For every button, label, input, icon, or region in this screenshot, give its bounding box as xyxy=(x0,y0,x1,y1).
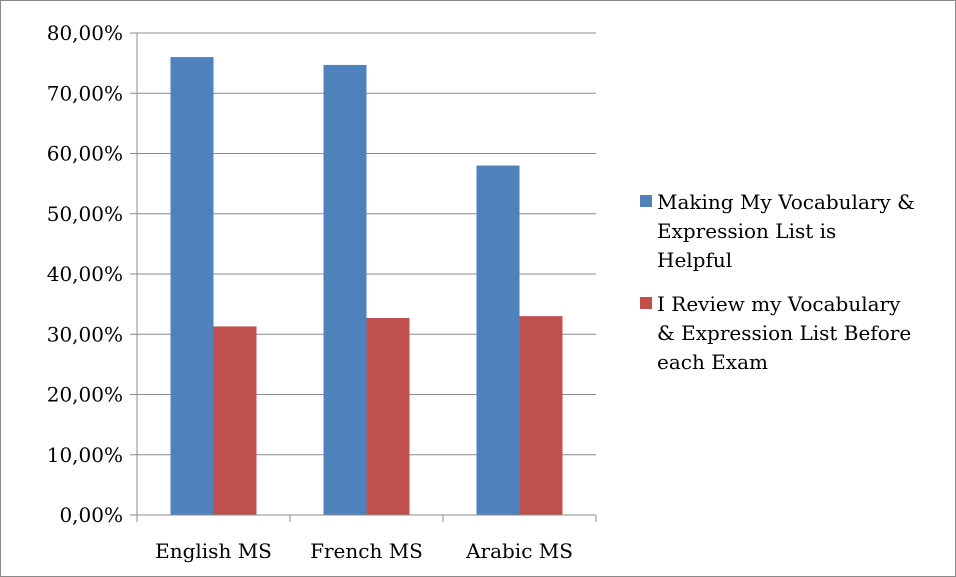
bar xyxy=(170,57,214,515)
bar xyxy=(366,317,410,515)
bars xyxy=(170,57,563,516)
bar xyxy=(519,316,563,515)
legend-label: Helpful xyxy=(657,248,732,272)
x-tick-label: English MS xyxy=(155,539,272,563)
bar xyxy=(323,64,367,516)
x-tick-label: Arabic MS xyxy=(465,539,573,563)
legend-label: each Exam xyxy=(657,350,768,374)
legend-swatch xyxy=(640,297,652,309)
bar xyxy=(476,165,520,516)
legend-label: & Expression List Before xyxy=(657,321,911,345)
y-tick-label: 10,00% xyxy=(47,443,123,467)
y-tick-label: 40,00% xyxy=(47,262,123,286)
y-tick-label: 20,00% xyxy=(47,383,123,407)
y-tick-label: 80,00% xyxy=(47,21,123,45)
legend-label: I Review my Vocabulary xyxy=(657,292,901,316)
y-tick-label: 30,00% xyxy=(47,322,123,346)
y-tick-label: 70,00% xyxy=(47,81,123,105)
y-tick-label: 0,00% xyxy=(59,503,123,527)
bar xyxy=(213,326,257,515)
axes: 0,00% 10,00% 20,00% 30,00% 40,00% 50,00% 60,00… xyxy=(47,21,597,563)
x-tick-label: French MS xyxy=(310,539,423,563)
legend-label: Making My Vocabulary & xyxy=(657,190,915,214)
y-tick-label: 60,00% xyxy=(47,142,123,166)
legend: Making My Vocabulary & Expression List is… xyxy=(640,190,915,374)
legend-swatch xyxy=(640,195,652,207)
legend-label: Expression List is xyxy=(657,219,836,243)
y-tick-label: 50,00% xyxy=(47,202,123,226)
